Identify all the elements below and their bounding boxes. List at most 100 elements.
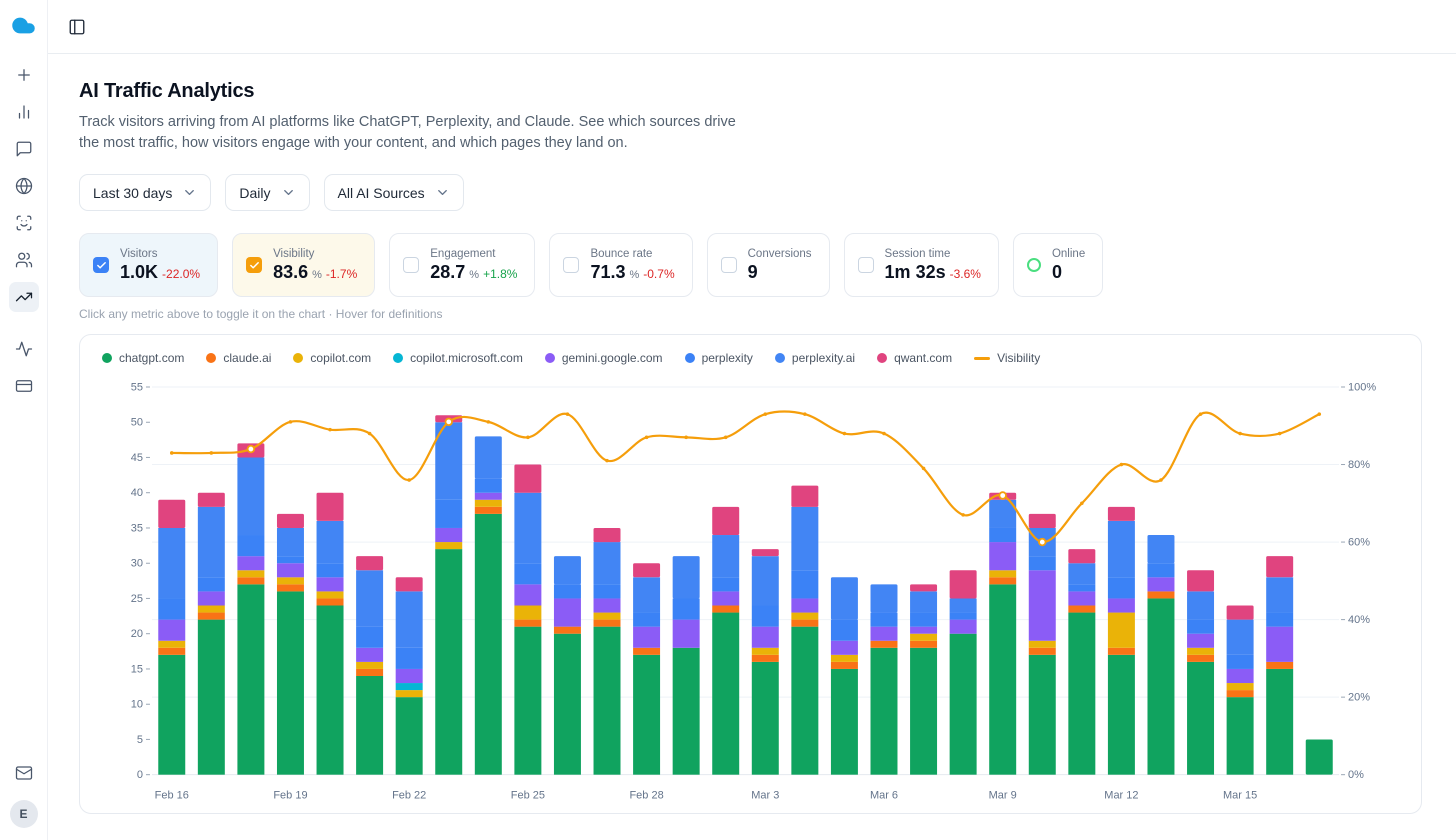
sidebar-item-audience[interactable] <box>9 245 39 275</box>
sidebar-item-inbox[interactable] <box>9 758 39 788</box>
legend-dot-swatch <box>206 353 217 364</box>
metric-card-engagement[interactable]: Engagement 28.7% +1.8% <box>389 233 536 298</box>
check-icon <box>249 261 259 269</box>
metric-checkbox-checked[interactable] <box>246 257 263 274</box>
metric-checkbox[interactable] <box>563 257 580 274</box>
page-description: Track visitors arriving from AI platform… <box>79 114 736 151</box>
top-bar <box>48 0 1456 54</box>
globe-icon <box>15 177 32 195</box>
metric-checkbox[interactable] <box>857 257 874 274</box>
svg-text:60%: 60% <box>1348 537 1370 549</box>
legend-item-perplexity-ai[interactable]: perplexity.ai <box>774 351 856 366</box>
svg-text:5: 5 <box>137 734 143 746</box>
sidebar-item-billing[interactable] <box>9 371 39 401</box>
metric-value: 1.0K <box>120 261 159 282</box>
app-logo-cloud-icon[interactable] <box>9 10 39 40</box>
metric-text: Visibility 83.6% -1.7% <box>273 248 357 283</box>
legend-label: chatgpt.com <box>119 351 185 366</box>
sidebar-item-new[interactable] <box>9 60 39 90</box>
svg-text:Feb 25: Feb 25 <box>511 790 545 802</box>
sidebar-item-analytics[interactable] <box>9 97 39 127</box>
metric-card-bounce-rate[interactable]: Bounce rate 71.3% -0.7% <box>549 233 693 298</box>
svg-text:40%: 40% <box>1348 614 1370 626</box>
sidebar-toggle-button[interactable] <box>61 11 93 43</box>
metric-label: Visitors <box>120 247 158 260</box>
credit-card-icon <box>15 380 32 392</box>
svg-text:30: 30 <box>131 558 143 570</box>
sidebar-item-messages[interactable] <box>9 134 39 164</box>
legend-item-gemini-google-com[interactable]: gemini.google.com <box>544 351 663 365</box>
metric-cards-row: Visitors 1.0K -22.0% Visibility 83.6% -1.7% En… <box>79 233 1422 298</box>
metric-value-row: 1.0K -22.0% <box>120 262 200 283</box>
legend-dot-swatch <box>544 353 555 364</box>
metric-checkbox[interactable] <box>720 257 737 274</box>
filter-dropdown-daily[interactable]: Daily <box>225 174 310 212</box>
legend-dot-swatch <box>293 353 304 364</box>
filter-label: Last 30 days <box>93 184 173 201</box>
legend-item-copilot-microsoft-com[interactable]: copilot.microsoft.com <box>393 351 523 365</box>
svg-text:100%: 100% <box>1348 382 1376 394</box>
metric-label: Session time <box>884 247 951 260</box>
chevron-down-icon <box>185 190 195 196</box>
metric-card-online[interactable]: Online 0 <box>1012 233 1104 298</box>
legend-label: claude.ai <box>223 351 272 366</box>
filter-label: All AI Sources <box>337 184 425 201</box>
metric-unit: % <box>629 268 640 281</box>
legend-item-perplexity[interactable]: perplexity <box>684 351 753 365</box>
filter-bar: Last 30 days Daily All AI Sources <box>79 174 1422 212</box>
message-icon <box>16 141 31 157</box>
traffic-chart[interactable]: 0 5 10 15 20 25 30 35 40 45 50 55 0% 20% 40% 60% 80% 100%… <box>96 375 1405 807</box>
activity-icon <box>15 341 32 357</box>
metric-delta: -1.7% <box>325 266 358 281</box>
page-title: AI Traffic Analytics <box>79 80 255 102</box>
metric-checkbox[interactable] <box>403 257 420 274</box>
sidebar-item-traffic-trends[interactable] <box>8 282 39 312</box>
legend-item-visibility[interactable]: Visibility <box>974 351 1040 365</box>
metric-text: Visitors 1.0K -22.0% <box>120 248 200 283</box>
mail-icon <box>15 766 32 780</box>
metric-text: Session time 1m 32s -3.6% <box>885 248 981 283</box>
legend-label: perplexity.ai <box>791 351 856 366</box>
metric-value: 0 <box>1051 261 1062 282</box>
metric-label: Online <box>1051 247 1086 260</box>
sidebar-item-web[interactable] <box>9 171 39 201</box>
legend-item-copilot-com[interactable]: copilot.com <box>293 351 371 365</box>
metric-card-session-time[interactable]: Session time 1m 32s -3.6% <box>843 233 999 298</box>
chevron-down-icon <box>437 190 447 196</box>
metric-value: 83.6 <box>273 261 309 282</box>
metric-value: 71.3 <box>590 261 626 282</box>
legend-item-qwant-com[interactable]: qwant.com <box>877 351 952 365</box>
metric-label: Visibility <box>273 247 315 260</box>
sidebar-nav-primary <box>8 60 39 312</box>
svg-text:Feb 16: Feb 16 <box>155 790 189 802</box>
metric-card-visibility[interactable]: Visibility 83.6% -1.7% <box>232 233 376 298</box>
svg-text:15: 15 <box>131 664 143 676</box>
metric-checkbox-checked[interactable] <box>93 257 109 274</box>
metric-card-visitors[interactable]: Visitors 1.0K -22.0% <box>79 233 219 298</box>
sidebar-item-activity[interactable] <box>9 334 39 364</box>
legend-dot-swatch <box>877 353 888 364</box>
metric-text: Online 0 <box>1052 248 1085 283</box>
legend-item-chatgpt-com[interactable]: chatgpt.com <box>102 351 184 365</box>
svg-text:Mar 15: Mar 15 <box>1223 790 1257 802</box>
svg-text:40: 40 <box>131 487 143 499</box>
metric-card-conversions[interactable]: Conversions 9 <box>706 233 830 298</box>
metric-text: Conversions 9 <box>748 248 812 283</box>
svg-text:10: 10 <box>131 699 143 711</box>
legend-label: copilot.com <box>310 351 372 366</box>
filter-dropdown-all-ai-sources[interactable]: All AI Sources <box>323 174 464 212</box>
metric-delta: +1.8% <box>483 266 518 281</box>
svg-text:55: 55 <box>131 382 143 394</box>
chevron-down-icon <box>283 190 293 196</box>
svg-text:20%: 20% <box>1348 692 1370 704</box>
users-icon <box>15 252 32 268</box>
sidebar-item-scan[interactable] <box>9 208 39 238</box>
svg-text:20: 20 <box>131 628 143 640</box>
plus-icon <box>17 69 30 81</box>
metric-value-row: 71.3% -0.7% <box>590 262 674 283</box>
sidebar-nav-secondary <box>9 334 39 401</box>
avatar[interactable]: E <box>9 800 38 828</box>
legend-item-claude-ai[interactable]: claude.ai <box>206 351 271 365</box>
filter-dropdown-last-30-days[interactable]: Last 30 days <box>79 174 212 212</box>
